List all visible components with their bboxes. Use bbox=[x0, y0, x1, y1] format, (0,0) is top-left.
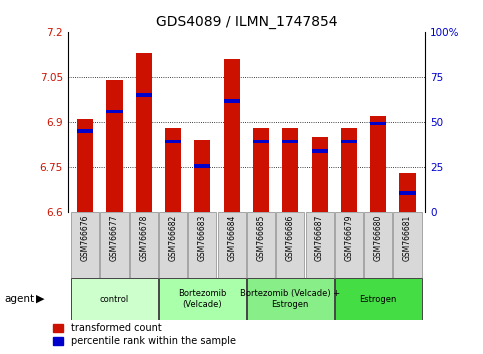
Text: Estrogen: Estrogen bbox=[359, 295, 397, 304]
Text: Bortezomib (Velcade) +
Estrogen: Bortezomib (Velcade) + Estrogen bbox=[240, 290, 341, 309]
Bar bbox=[312, 137, 327, 212]
Bar bbox=[253, 140, 269, 143]
Text: GSM766682: GSM766682 bbox=[169, 215, 178, 261]
Bar bbox=[312, 149, 327, 153]
Text: GSM766686: GSM766686 bbox=[286, 215, 295, 261]
Text: Bortezomib
(Velcade): Bortezomib (Velcade) bbox=[178, 290, 227, 309]
Text: agent: agent bbox=[5, 294, 35, 304]
Bar bbox=[247, 212, 275, 278]
Text: GSM766678: GSM766678 bbox=[139, 215, 148, 261]
Bar bbox=[159, 278, 246, 320]
Text: ▶: ▶ bbox=[36, 294, 45, 304]
Text: GSM766677: GSM766677 bbox=[110, 215, 119, 261]
Bar bbox=[253, 128, 269, 212]
Bar bbox=[165, 140, 181, 143]
Bar bbox=[341, 128, 357, 212]
Bar bbox=[136, 53, 152, 212]
Bar bbox=[399, 191, 415, 195]
Bar bbox=[130, 212, 158, 278]
Bar bbox=[188, 212, 216, 278]
Bar bbox=[136, 93, 152, 97]
Bar bbox=[77, 129, 93, 133]
Text: GSM766680: GSM766680 bbox=[374, 215, 383, 261]
Text: control: control bbox=[100, 295, 129, 304]
Text: GSM766687: GSM766687 bbox=[315, 215, 324, 261]
Legend: transformed count, percentile rank within the sample: transformed count, percentile rank withi… bbox=[53, 324, 236, 346]
Text: GSM766679: GSM766679 bbox=[344, 215, 354, 261]
Title: GDS4089 / ILMN_1747854: GDS4089 / ILMN_1747854 bbox=[156, 16, 337, 29]
Bar bbox=[335, 212, 363, 278]
Bar bbox=[71, 212, 99, 278]
Bar bbox=[159, 212, 187, 278]
Bar bbox=[194, 164, 211, 167]
Bar bbox=[306, 212, 334, 278]
Bar bbox=[282, 140, 298, 143]
Text: GSM766683: GSM766683 bbox=[198, 215, 207, 261]
Bar bbox=[370, 122, 386, 125]
Text: GSM766681: GSM766681 bbox=[403, 215, 412, 261]
Bar bbox=[100, 212, 128, 278]
Bar bbox=[194, 140, 211, 212]
Bar bbox=[370, 116, 386, 212]
Text: GSM766676: GSM766676 bbox=[81, 215, 90, 261]
Text: GSM766684: GSM766684 bbox=[227, 215, 236, 261]
Bar bbox=[224, 99, 240, 103]
Bar bbox=[106, 110, 123, 113]
Bar bbox=[224, 59, 240, 212]
Bar bbox=[77, 119, 93, 212]
Bar bbox=[276, 212, 304, 278]
Bar bbox=[218, 212, 246, 278]
Bar bbox=[165, 128, 181, 212]
Bar bbox=[71, 278, 158, 320]
Bar bbox=[364, 212, 392, 278]
Bar bbox=[341, 140, 357, 143]
Bar bbox=[282, 128, 298, 212]
Bar bbox=[399, 173, 415, 212]
Bar bbox=[106, 80, 123, 212]
Bar bbox=[247, 278, 334, 320]
Bar bbox=[335, 278, 422, 320]
Text: GSM766685: GSM766685 bbox=[256, 215, 266, 261]
Bar bbox=[393, 212, 422, 278]
